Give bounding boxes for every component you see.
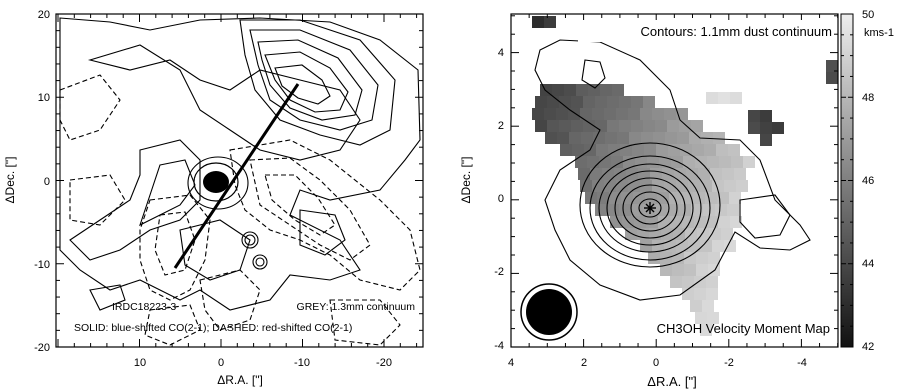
left-xtick: -10 bbox=[294, 357, 310, 369]
red-shifted-contours bbox=[59, 74, 421, 346]
colorbar-tick: 42 bbox=[862, 341, 874, 353]
left-axes-frame bbox=[55, 13, 424, 348]
right-ytick: 4 bbox=[498, 47, 504, 59]
right-xlabel: ΔR.A. ["] bbox=[647, 374, 696, 389]
right-xtick: 0 bbox=[653, 357, 659, 369]
outflow-axis-line bbox=[173, 83, 300, 269]
left-contour-map bbox=[59, 17, 421, 346]
right-ytick: -4 bbox=[494, 340, 504, 352]
colorbar-tick: 46 bbox=[862, 175, 874, 187]
left-ylabel: ΔDec. ["] bbox=[3, 157, 17, 204]
right-xtick: -2 bbox=[724, 357, 734, 369]
dust-continuum-contours bbox=[534, 39, 811, 301]
blue-shifted-contours bbox=[59, 17, 421, 311]
right-xtick: 2 bbox=[581, 357, 587, 369]
colorbar-tick: 50 bbox=[862, 9, 874, 21]
right-ytick: 2 bbox=[498, 120, 504, 132]
left-panel: 10 0 -10 -20 20 10 0 -10 -20 ΔR.A. ["] Δ… bbox=[3, 9, 424, 387]
left-axis-ticks bbox=[56, 13, 423, 348]
map-label: CH3OH Velocity Moment Map bbox=[657, 321, 830, 336]
grey-legend: GREY: 1.3mm continuum bbox=[297, 301, 416, 313]
colorbar: 50 kms-1 48 46 44 42 bbox=[840, 9, 894, 353]
left-ytick: -20 bbox=[34, 342, 50, 354]
colorbar-tick: 44 bbox=[862, 258, 874, 270]
right-velocity-map bbox=[520, 16, 838, 341]
colorbar-tick: 48 bbox=[862, 92, 874, 104]
left-xtick: -20 bbox=[376, 357, 392, 369]
left-ytick: -10 bbox=[34, 259, 50, 271]
left-xtick: 10 bbox=[134, 357, 146, 369]
left-xtick: 0 bbox=[218, 357, 224, 369]
contour-legend: SOLID: blue-shifted CO(2-1); DASHED: red… bbox=[74, 322, 352, 334]
contour-label-box bbox=[578, 20, 834, 42]
right-ytick: -2 bbox=[494, 266, 504, 278]
left-ytick: 10 bbox=[38, 92, 50, 104]
right-panel: 4 2 0 -2 -4 4 2 0 -2 -4 ΔR.A. ["] ΔDec. … bbox=[459, 13, 839, 389]
right-ytick: 0 bbox=[498, 193, 504, 205]
star-marker-icon bbox=[644, 202, 656, 214]
left-ytick: 20 bbox=[38, 9, 50, 21]
left-xlabel: ΔR.A. ["] bbox=[217, 373, 263, 387]
right-ylabel: ΔDec. ["] bbox=[459, 157, 473, 204]
right-xtick: -4 bbox=[797, 357, 807, 369]
source-label: IRDC18223-3 bbox=[112, 301, 176, 313]
right-axis-ticks bbox=[510, 14, 839, 348]
continuum-peak bbox=[203, 171, 229, 193]
beam-icon bbox=[526, 289, 572, 335]
left-ytick: 0 bbox=[44, 176, 50, 188]
colorbar-ticks bbox=[841, 13, 853, 348]
colorbar-unit: kms-1 bbox=[864, 27, 894, 39]
right-xtick: 4 bbox=[508, 357, 514, 369]
contour-label: Contours: 1.1mm dust continuum bbox=[641, 24, 832, 39]
